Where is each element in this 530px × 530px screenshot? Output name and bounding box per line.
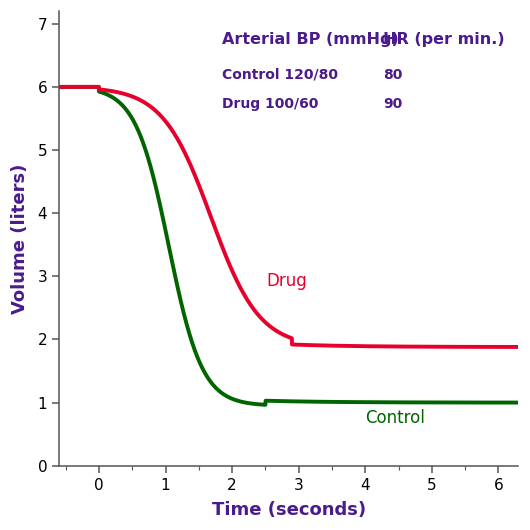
Text: Drug 100/60: Drug 100/60 <box>222 98 319 111</box>
Text: Control: Control <box>365 409 425 427</box>
Text: 90: 90 <box>383 98 402 111</box>
Text: HR (per min.): HR (per min.) <box>383 32 505 47</box>
Y-axis label: Volume (liters): Volume (liters) <box>11 163 29 314</box>
Text: Drug: Drug <box>267 272 307 290</box>
X-axis label: Time (seconds): Time (seconds) <box>211 501 366 519</box>
Text: Control 120/80: Control 120/80 <box>222 68 338 82</box>
Text: 80: 80 <box>383 68 402 82</box>
Text: Arterial BP (mmHg): Arterial BP (mmHg) <box>222 32 399 47</box>
